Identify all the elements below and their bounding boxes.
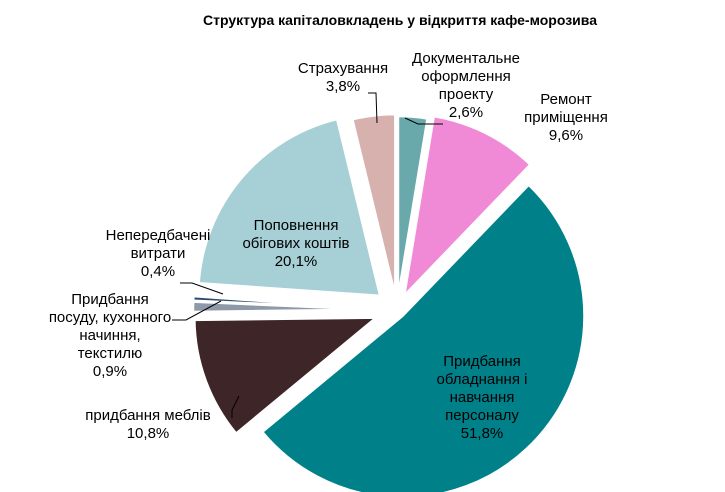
slice-name-line: приміщення xyxy=(524,109,608,126)
pie-slice-working-capital xyxy=(197,117,382,298)
slice-value-label: 3,8% xyxy=(326,78,360,95)
slice-name-line: оформлення xyxy=(421,68,510,85)
pie-slice-renovation xyxy=(402,114,532,297)
slice-name-line: Документальне xyxy=(412,50,520,67)
slice-value-label: 9,6% xyxy=(549,127,583,144)
slice-label-renovation: Ремонт приміщення 9,6% xyxy=(524,91,608,144)
slice-value-label: 0,9% xyxy=(93,363,127,380)
slice-name-line: проекту xyxy=(439,86,494,103)
slice-name-line: Придбання xyxy=(71,291,149,308)
leader-line-furniture xyxy=(231,395,240,418)
chart-title: Структура капіталовкладень у відкриття к… xyxy=(203,12,597,28)
slice-name-line: начиння, xyxy=(79,327,140,344)
slice-name-line: обладнання і xyxy=(437,371,528,388)
pie-slice-equipment xyxy=(260,183,586,492)
slice-name-line: Придбання xyxy=(443,353,521,370)
slice-label-insurance: Страхування 3,8% xyxy=(298,60,388,95)
slice-label-tableware: Придбання посуду, кухонного начиння, тексти… xyxy=(49,291,171,380)
slice-name-line: Ремонт xyxy=(540,91,592,108)
slice-name-line: посуду, кухонного xyxy=(49,309,171,326)
slice-name-line: Страхування xyxy=(298,60,388,77)
pie-slice-docs xyxy=(396,114,429,300)
slice-name-line: персоналу xyxy=(445,407,519,424)
slice-name-line: Непередбачені xyxy=(106,227,211,244)
pie-slice-furniture xyxy=(193,316,378,435)
pie-slice-insurance xyxy=(351,112,397,298)
slice-value-label: 51,8% xyxy=(461,425,504,442)
slice-name-line: витрати xyxy=(131,245,186,262)
leader-lines xyxy=(172,92,443,418)
slice-value-label: 20,1% xyxy=(275,253,318,270)
slice-name-line: навчання xyxy=(450,389,515,406)
pie-slices xyxy=(191,112,586,492)
slice-value-label: 10,8% xyxy=(127,425,170,442)
slice-label-working-capital: Поповнення обігових коштів 20,1% xyxy=(242,217,349,270)
slice-value-label: 0,4% xyxy=(141,263,175,280)
leader-line-docs xyxy=(404,117,443,125)
pie-slice-unforeseen xyxy=(191,294,377,311)
leader-line-unforeseen xyxy=(180,282,224,295)
slice-name-line: Поповнення xyxy=(254,217,339,234)
leader-line-tableware xyxy=(172,300,222,321)
slice-label-unforeseen: Непередбачені витрати 0,4% xyxy=(106,227,211,280)
slice-name-line: текстилю xyxy=(78,345,143,362)
slice-label-equipment: Придбання обладнання і навчання персоналу 51… xyxy=(437,353,528,442)
leader-line-insurance xyxy=(368,92,378,124)
slice-label-furniture: придбання меблів 10,8% xyxy=(85,407,211,442)
slice-name-line: придбання меблів xyxy=(85,407,211,424)
slice-name-line: обігових коштів xyxy=(242,235,349,252)
slice-labels: Документальне оформлення проекту 2,6%Ремонт… xyxy=(49,50,608,442)
slice-label-docs: Документальне оформлення проекту 2,6% xyxy=(412,50,520,121)
slice-value-label: 2,6% xyxy=(449,104,483,121)
